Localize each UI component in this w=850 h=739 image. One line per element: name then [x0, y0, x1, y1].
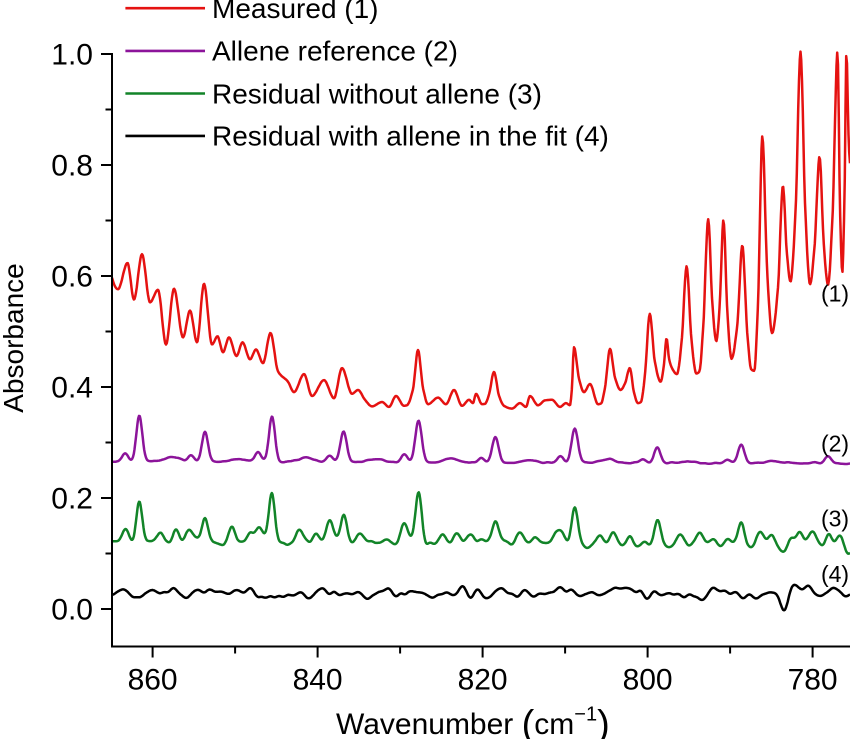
svg-text:0.6: 0.6	[51, 260, 93, 293]
svg-text:0.0: 0.0	[51, 593, 93, 626]
svg-text:Allene reference (2): Allene reference (2)	[212, 36, 458, 67]
svg-text:860: 860	[128, 664, 178, 697]
svg-text:0.8: 0.8	[51, 149, 93, 182]
svg-text:Measured (1): Measured (1)	[212, 0, 379, 24]
svg-text:820: 820	[458, 664, 508, 697]
svg-text:1.0: 1.0	[51, 38, 93, 71]
svg-text:Absorbance: Absorbance	[0, 263, 29, 412]
svg-text:(3): (3)	[821, 506, 849, 532]
svg-text:0.2: 0.2	[51, 482, 93, 515]
svg-text:(1): (1)	[821, 281, 849, 307]
svg-text:(2): (2)	[821, 431, 849, 457]
svg-text:780: 780	[788, 664, 838, 697]
svg-text:Residual without allene (3): Residual without allene (3)	[212, 78, 542, 109]
svg-text:Wavenumber (cm−1): Wavenumber (cm−1)	[336, 704, 610, 739]
svg-text:800: 800	[623, 664, 673, 697]
svg-text:0.4: 0.4	[51, 371, 93, 404]
svg-text:(4): (4)	[821, 561, 849, 587]
svg-text:840: 840	[293, 664, 343, 697]
svg-text:Residual with allene in the fi: Residual with allene in the fit (4)	[212, 121, 609, 152]
